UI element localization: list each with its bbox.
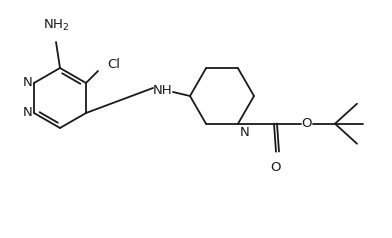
Text: O: O bbox=[271, 161, 281, 174]
Text: Cl: Cl bbox=[107, 59, 120, 71]
Text: NH$_2$: NH$_2$ bbox=[43, 18, 69, 33]
Text: NH: NH bbox=[153, 84, 173, 96]
Text: O: O bbox=[302, 117, 312, 130]
Text: N: N bbox=[22, 76, 32, 89]
Text: N: N bbox=[240, 126, 250, 139]
Text: N: N bbox=[22, 106, 32, 119]
